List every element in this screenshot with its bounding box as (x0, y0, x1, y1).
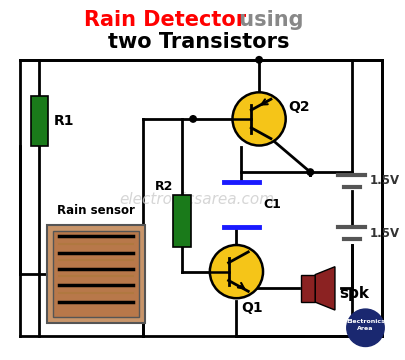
FancyBboxPatch shape (301, 275, 315, 302)
Circle shape (347, 309, 384, 346)
Text: R2: R2 (155, 180, 173, 193)
Text: Rain Detector: Rain Detector (84, 10, 246, 30)
Text: 1.5V: 1.5V (369, 227, 400, 240)
FancyBboxPatch shape (173, 195, 191, 247)
Circle shape (232, 92, 286, 145)
FancyBboxPatch shape (30, 96, 48, 145)
Text: spk: spk (339, 286, 369, 301)
Text: Electronics
Area: Electronics Area (346, 319, 385, 330)
FancyBboxPatch shape (47, 225, 145, 323)
Circle shape (255, 56, 263, 64)
Text: 1.5V: 1.5V (369, 175, 400, 188)
Text: C1: C1 (263, 198, 281, 211)
Circle shape (307, 168, 314, 176)
Text: Q1: Q1 (241, 301, 263, 315)
Circle shape (210, 245, 263, 298)
Text: Q2: Q2 (289, 100, 310, 114)
Text: Rain sensor: Rain sensor (57, 204, 135, 217)
Text: electronicsarea.com: electronicsarea.com (119, 192, 275, 207)
Text: R1: R1 (54, 114, 75, 128)
Circle shape (189, 115, 197, 123)
Text: using: using (232, 10, 303, 30)
Text: two Transistors: two Transistors (108, 32, 290, 52)
Polygon shape (315, 267, 335, 310)
FancyBboxPatch shape (53, 231, 139, 317)
